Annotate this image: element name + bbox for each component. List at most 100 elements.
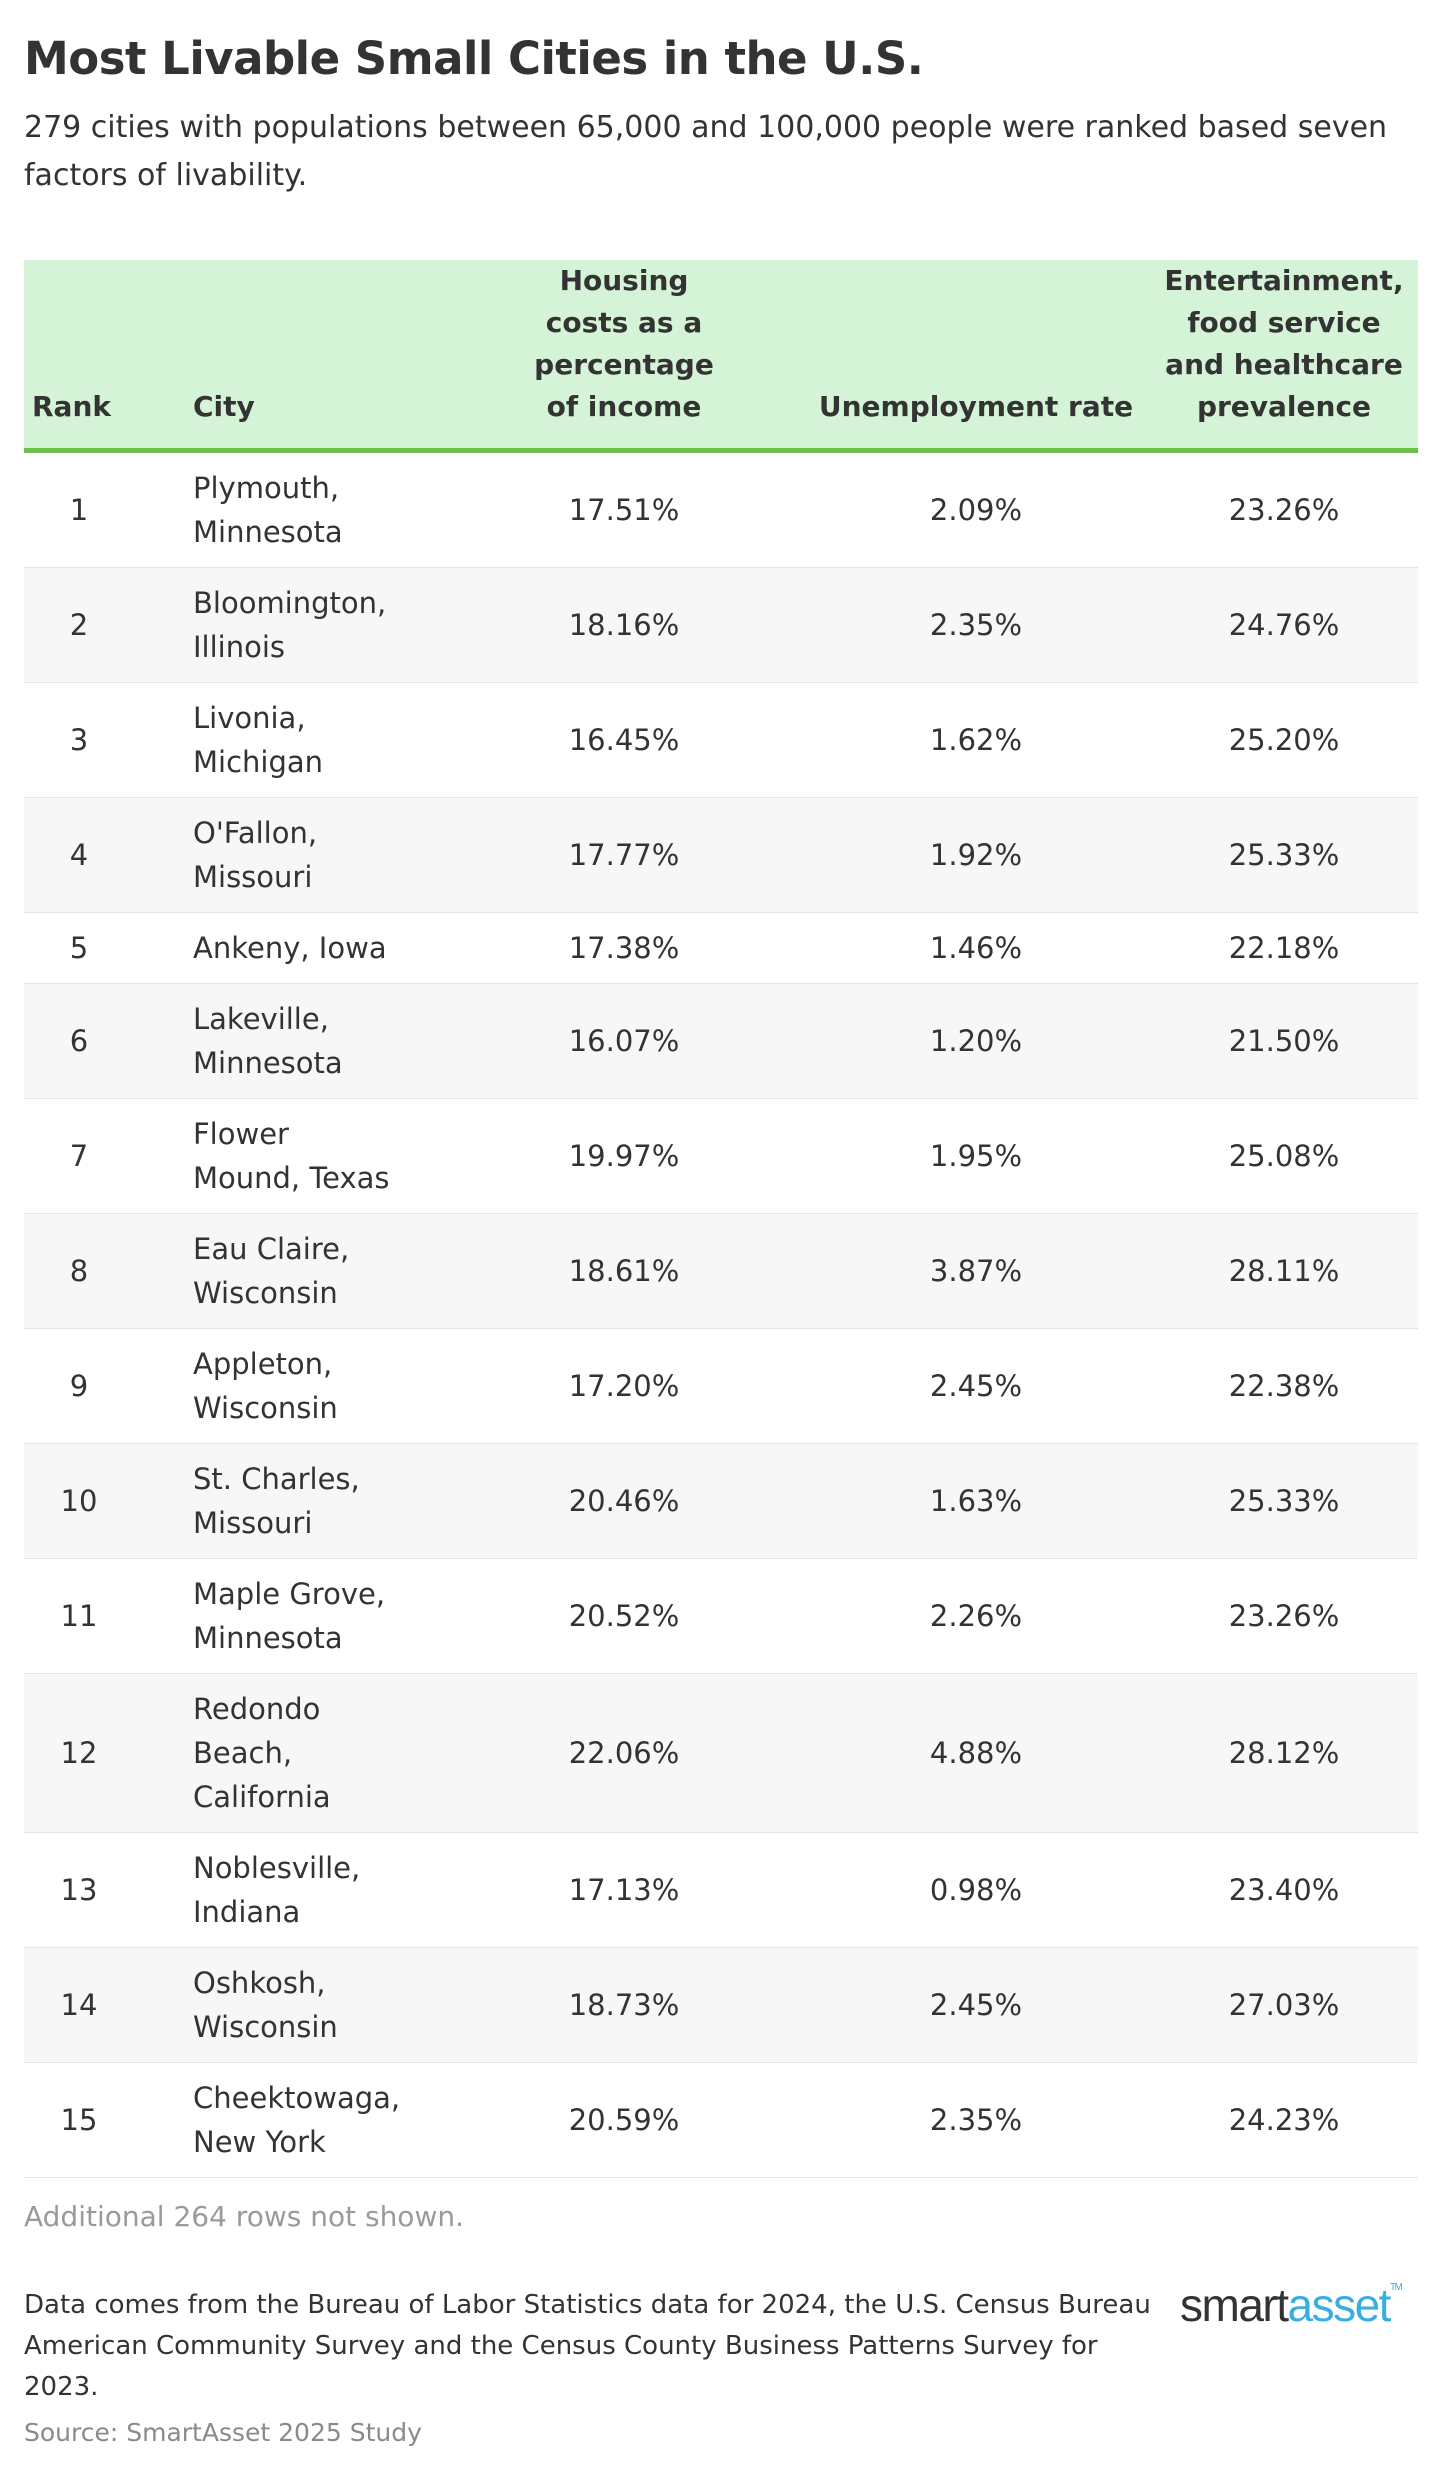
housing-cost-cell: 17.51% xyxy=(568,493,680,527)
entertainment-cell: 25.08% xyxy=(1228,1139,1340,1173)
housing-cost-cell: 18.16% xyxy=(568,608,680,642)
unemployment-cell: 1.92% xyxy=(929,838,1023,872)
rankings-table: Rank City Housing costs as a percentage … xyxy=(24,260,1418,2178)
city-cell: Cheektowaga, New York xyxy=(193,2081,401,2159)
entertainment-cell: 24.23% xyxy=(1228,2103,1340,2137)
city-cell: Flower Mound, Texas xyxy=(193,1117,390,1195)
unemployment-cell: 2.35% xyxy=(929,2103,1023,2137)
table-row: 7 Flower Mound, Texas 19.97% 1.95% 25.08% xyxy=(24,1099,1418,1214)
rank-cell: 6 xyxy=(69,1024,89,1058)
entertainment-cell: 23.26% xyxy=(1228,493,1340,527)
rank-cell: 8 xyxy=(69,1254,89,1288)
data-source-description: Data comes from the Bureau of Labor Stat… xyxy=(24,2290,1151,2402)
unemployment-cell: 3.87% xyxy=(929,1254,1023,1288)
entertainment-cell: 22.18% xyxy=(1228,931,1340,965)
housing-cost-cell: 17.13% xyxy=(568,1873,680,1907)
unemployment-cell: 2.45% xyxy=(929,1988,1023,2022)
city-cell: Maple Grove, Minnesota xyxy=(193,1577,386,1655)
unemployment-cell: 1.20% xyxy=(929,1024,1023,1058)
city-cell: Eau Claire, Wisconsin xyxy=(193,1232,350,1310)
rank-cell: 15 xyxy=(60,2103,98,2137)
entertainment-cell: 27.03% xyxy=(1228,1988,1340,2022)
city-cell: Appleton, Wisconsin xyxy=(193,1347,338,1425)
city-cell: Oshkosh, Wisconsin xyxy=(193,1966,338,2044)
subtitle: 279 cities with populations between 65,0… xyxy=(24,110,1388,193)
rank-cell: 2 xyxy=(69,608,89,642)
entertainment-cell: 28.12% xyxy=(1228,1736,1340,1770)
rank-cell: 13 xyxy=(60,1873,98,1907)
header-city[interactable]: City xyxy=(134,260,446,453)
rank-cell: 4 xyxy=(69,838,89,872)
rank-cell: 9 xyxy=(69,1369,89,1403)
rank-cell: 5 xyxy=(69,931,89,965)
housing-cost-cell: 16.45% xyxy=(568,723,680,757)
housing-cost-cell: 20.59% xyxy=(568,2103,680,2137)
housing-cost-cell: 17.20% xyxy=(568,1369,680,1403)
housing-cost-cell: 18.61% xyxy=(568,1254,680,1288)
entertainment-cell: 22.38% xyxy=(1228,1369,1340,1403)
table-row: 15 Cheektowaga, New York 20.59% 2.35% 24.23% xyxy=(24,2063,1418,2178)
table-row: 8 Eau Claire, Wisconsin 18.61% 3.87% 28.11% xyxy=(24,1213,1418,1329)
entertainment-cell: 23.26% xyxy=(1228,1599,1340,1633)
city-cell: Lakeville, Minnesota xyxy=(193,1002,343,1080)
table-row: 11 Maple Grove, Minnesota 20.52% 2.26% 23.26… xyxy=(24,1559,1418,1674)
table-row: 14 Oshkosh, Wisconsin 18.73% 2.45% 27.03% xyxy=(24,1947,1418,2063)
entertainment-cell: 28.11% xyxy=(1228,1254,1340,1288)
rank-cell: 10 xyxy=(60,1484,98,1518)
table-row: 1 Plymouth, Minnesota 17.51% 2.09% 23.26% xyxy=(24,451,1418,568)
table-row: 12 Redondo Beach, California 22.06% 4.88% 28… xyxy=(24,1673,1418,1833)
unemployment-cell: 2.09% xyxy=(929,493,1023,527)
housing-cost-cell: 20.52% xyxy=(568,1599,680,1633)
unemployment-cell: 1.62% xyxy=(929,723,1023,757)
unemployment-cell: 1.95% xyxy=(929,1139,1023,1173)
housing-cost-cell: 18.73% xyxy=(568,1988,680,2022)
table-row: 4 O'Fallon, Missouri 17.77% 1.92% 25.33% xyxy=(24,797,1418,913)
header-rank[interactable]: Rank xyxy=(24,260,134,453)
city-cell: Noblesville, Indiana xyxy=(193,1851,361,1929)
table-row: 9 Appleton, Wisconsin 17.20% 2.45% 22.38% xyxy=(24,1329,1418,1444)
city-cell: Redondo Beach, California xyxy=(193,1692,331,1814)
housing-cost-cell: 20.46% xyxy=(568,1484,680,1518)
housing-cost-cell: 17.38% xyxy=(568,931,680,965)
entertainment-cell: 25.33% xyxy=(1228,1484,1340,1518)
housing-cost-cell: 22.06% xyxy=(568,1736,680,1770)
entertainment-cell: 23.40% xyxy=(1228,1873,1340,1907)
table-row: 3 Livonia, Michigan 16.45% 1.62% 25.20% xyxy=(24,683,1418,798)
smartasset-logo: smartassetTM xyxy=(1180,2279,1403,2331)
entertainment-cell: 25.20% xyxy=(1228,723,1340,757)
table-row: 5 Ankeny, Iowa 17.38% 1.46% 22.18% xyxy=(24,913,1418,984)
rank-cell: 14 xyxy=(60,1988,98,2022)
entertainment-cell: 24.76% xyxy=(1228,608,1340,642)
city-cell: Bloomington, Illinois xyxy=(193,586,387,664)
table-row: 2 Bloomington, Illinois 18.16% 2.35% 24.76% xyxy=(24,567,1418,683)
housing-cost-cell: 19.97% xyxy=(568,1139,680,1173)
rank-cell: 1 xyxy=(69,493,89,527)
unemployment-cell: 1.63% xyxy=(929,1484,1023,1518)
rows-not-shown-note: Additional 264 rows not shown. xyxy=(24,2200,464,2233)
table-row: 13 Noblesville, Indiana 17.13% 0.98% 23.40% xyxy=(24,1833,1418,1948)
rank-cell: 12 xyxy=(60,1736,98,1770)
unemployment-cell: 2.45% xyxy=(929,1369,1023,1403)
page-title: Most Livable Small Cities in the U.S. xyxy=(24,32,924,85)
rank-cell: 3 xyxy=(69,723,89,757)
housing-cost-cell: 17.77% xyxy=(568,838,680,872)
rank-cell: 7 xyxy=(69,1139,89,1173)
unemployment-cell: 2.26% xyxy=(929,1599,1023,1633)
city-cell: Ankeny, Iowa xyxy=(193,931,387,965)
source-credit: Source: SmartAsset 2025 Study xyxy=(24,2418,422,2447)
header-entertainment-prevalence[interactable]: Entertainment, food service and healthca… xyxy=(1150,260,1418,453)
table-row: 6 Lakeville, Minnesota 16.07% 1.20% 21.50% xyxy=(24,983,1418,1099)
header-unemployment-rate[interactable]: Unemployment rate xyxy=(802,260,1150,453)
city-cell: O'Fallon, Missouri xyxy=(193,816,318,894)
city-cell: Livonia, Michigan xyxy=(193,701,324,779)
unemployment-cell: 0.98% xyxy=(929,1873,1023,1907)
unemployment-cell: 1.46% xyxy=(929,931,1023,965)
table-header-row: Rank City Housing costs as a percentage … xyxy=(24,260,1418,453)
rank-cell: 11 xyxy=(60,1599,98,1633)
city-cell: St. Charles, Missouri xyxy=(193,1462,360,1540)
header-housing-costs[interactable]: Housing costs as a percentage of income xyxy=(446,260,802,453)
unemployment-cell: 4.88% xyxy=(929,1736,1023,1770)
table-row: 10 St. Charles, Missouri 20.46% 1.63% 25.33% xyxy=(24,1443,1418,1559)
entertainment-cell: 21.50% xyxy=(1228,1024,1340,1058)
housing-cost-cell: 16.07% xyxy=(568,1024,680,1058)
